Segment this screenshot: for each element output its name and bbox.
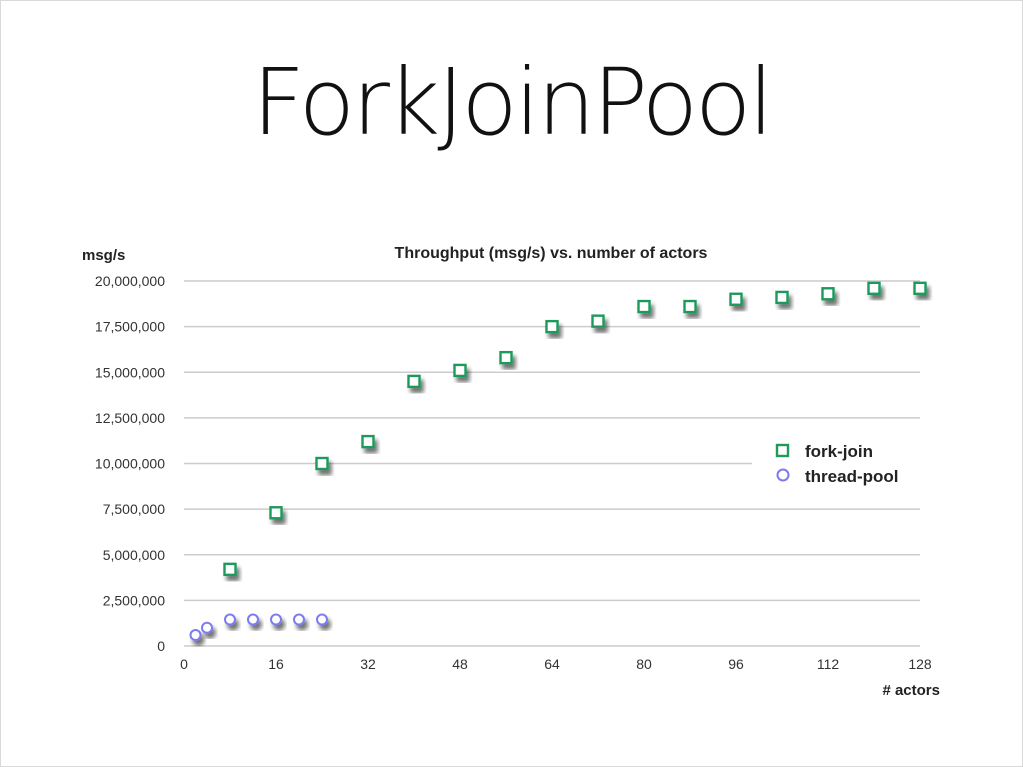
y-tick-label: 0 bbox=[157, 638, 165, 654]
y-tick-label: 2,500,000 bbox=[103, 592, 165, 608]
point-fork-join bbox=[223, 562, 237, 577]
x-tick-label: 32 bbox=[360, 656, 376, 672]
point-fork-join bbox=[453, 363, 467, 378]
y-tick-label: 12,500,000 bbox=[95, 410, 165, 426]
point-thread-pool bbox=[189, 629, 202, 642]
gridlines bbox=[184, 280, 920, 647]
legend-fork-join-marker bbox=[775, 443, 790, 458]
point-thread-pool bbox=[247, 613, 259, 626]
point-thread-pool bbox=[293, 613, 305, 626]
point-thread-pool bbox=[224, 613, 236, 626]
x-tick-label: 128 bbox=[908, 656, 932, 672]
x-tick-label: 64 bbox=[544, 656, 560, 672]
point-fork-join bbox=[637, 299, 651, 314]
legend: fork-join thread-pool bbox=[752, 438, 922, 494]
legend-thread-pool-label: thread-pool bbox=[805, 467, 899, 486]
point-fork-join bbox=[683, 299, 697, 314]
data-points bbox=[189, 281, 927, 642]
point-fork-join bbox=[591, 314, 605, 328]
x-axis-label: # actors bbox=[882, 682, 940, 699]
y-tick-label: 10,000,000 bbox=[95, 456, 165, 472]
point-fork-join bbox=[867, 281, 881, 295]
chart-title: Throughput (msg/s) vs. number of actors bbox=[395, 245, 708, 262]
y-tick-label: 17,500,000 bbox=[95, 319, 165, 335]
x-tick-label: 96 bbox=[728, 656, 744, 672]
x-tick-label: 112 bbox=[817, 656, 840, 672]
point-fork-join bbox=[913, 281, 927, 295]
point-thread-pool bbox=[316, 613, 328, 626]
slide-title: ForkJoinPool bbox=[252, 49, 774, 156]
x-tick-label: 48 bbox=[452, 656, 468, 672]
x-tick-label: 80 bbox=[636, 656, 652, 672]
x-tick-labels: 0 16 32 48 64 80 96 112 128 bbox=[180, 656, 932, 672]
legend-thread-pool-marker bbox=[776, 468, 790, 482]
x-tick-label: 0 bbox=[180, 656, 188, 672]
point-fork-join bbox=[361, 434, 375, 449]
legend-background bbox=[752, 438, 922, 494]
y-tick-label: 5,000,000 bbox=[103, 547, 165, 563]
y-axis-label: msg/s bbox=[82, 247, 125, 264]
y-tick-labels: 0 2,500,000 5,000,000 7,500,000 10,000,000 12… bbox=[95, 273, 165, 654]
y-tick-label: 15,000,000 bbox=[95, 364, 165, 380]
point-fork-join bbox=[315, 456, 329, 471]
y-tick-label: 20,000,000 bbox=[95, 273, 165, 289]
point-fork-join bbox=[499, 350, 513, 365]
point-fork-join bbox=[821, 287, 835, 301]
x-tick-label: 16 bbox=[268, 656, 284, 672]
point-fork-join bbox=[775, 290, 789, 305]
point-thread-pool bbox=[201, 621, 213, 634]
point-thread-pool bbox=[270, 613, 282, 626]
y-tick-label: 7,500,000 bbox=[103, 501, 165, 517]
legend-fork-join-label: fork-join bbox=[805, 442, 873, 461]
point-fork-join bbox=[729, 292, 743, 306]
point-fork-join bbox=[269, 506, 283, 520]
point-fork-join bbox=[545, 319, 559, 334]
point-fork-join bbox=[407, 374, 421, 389]
